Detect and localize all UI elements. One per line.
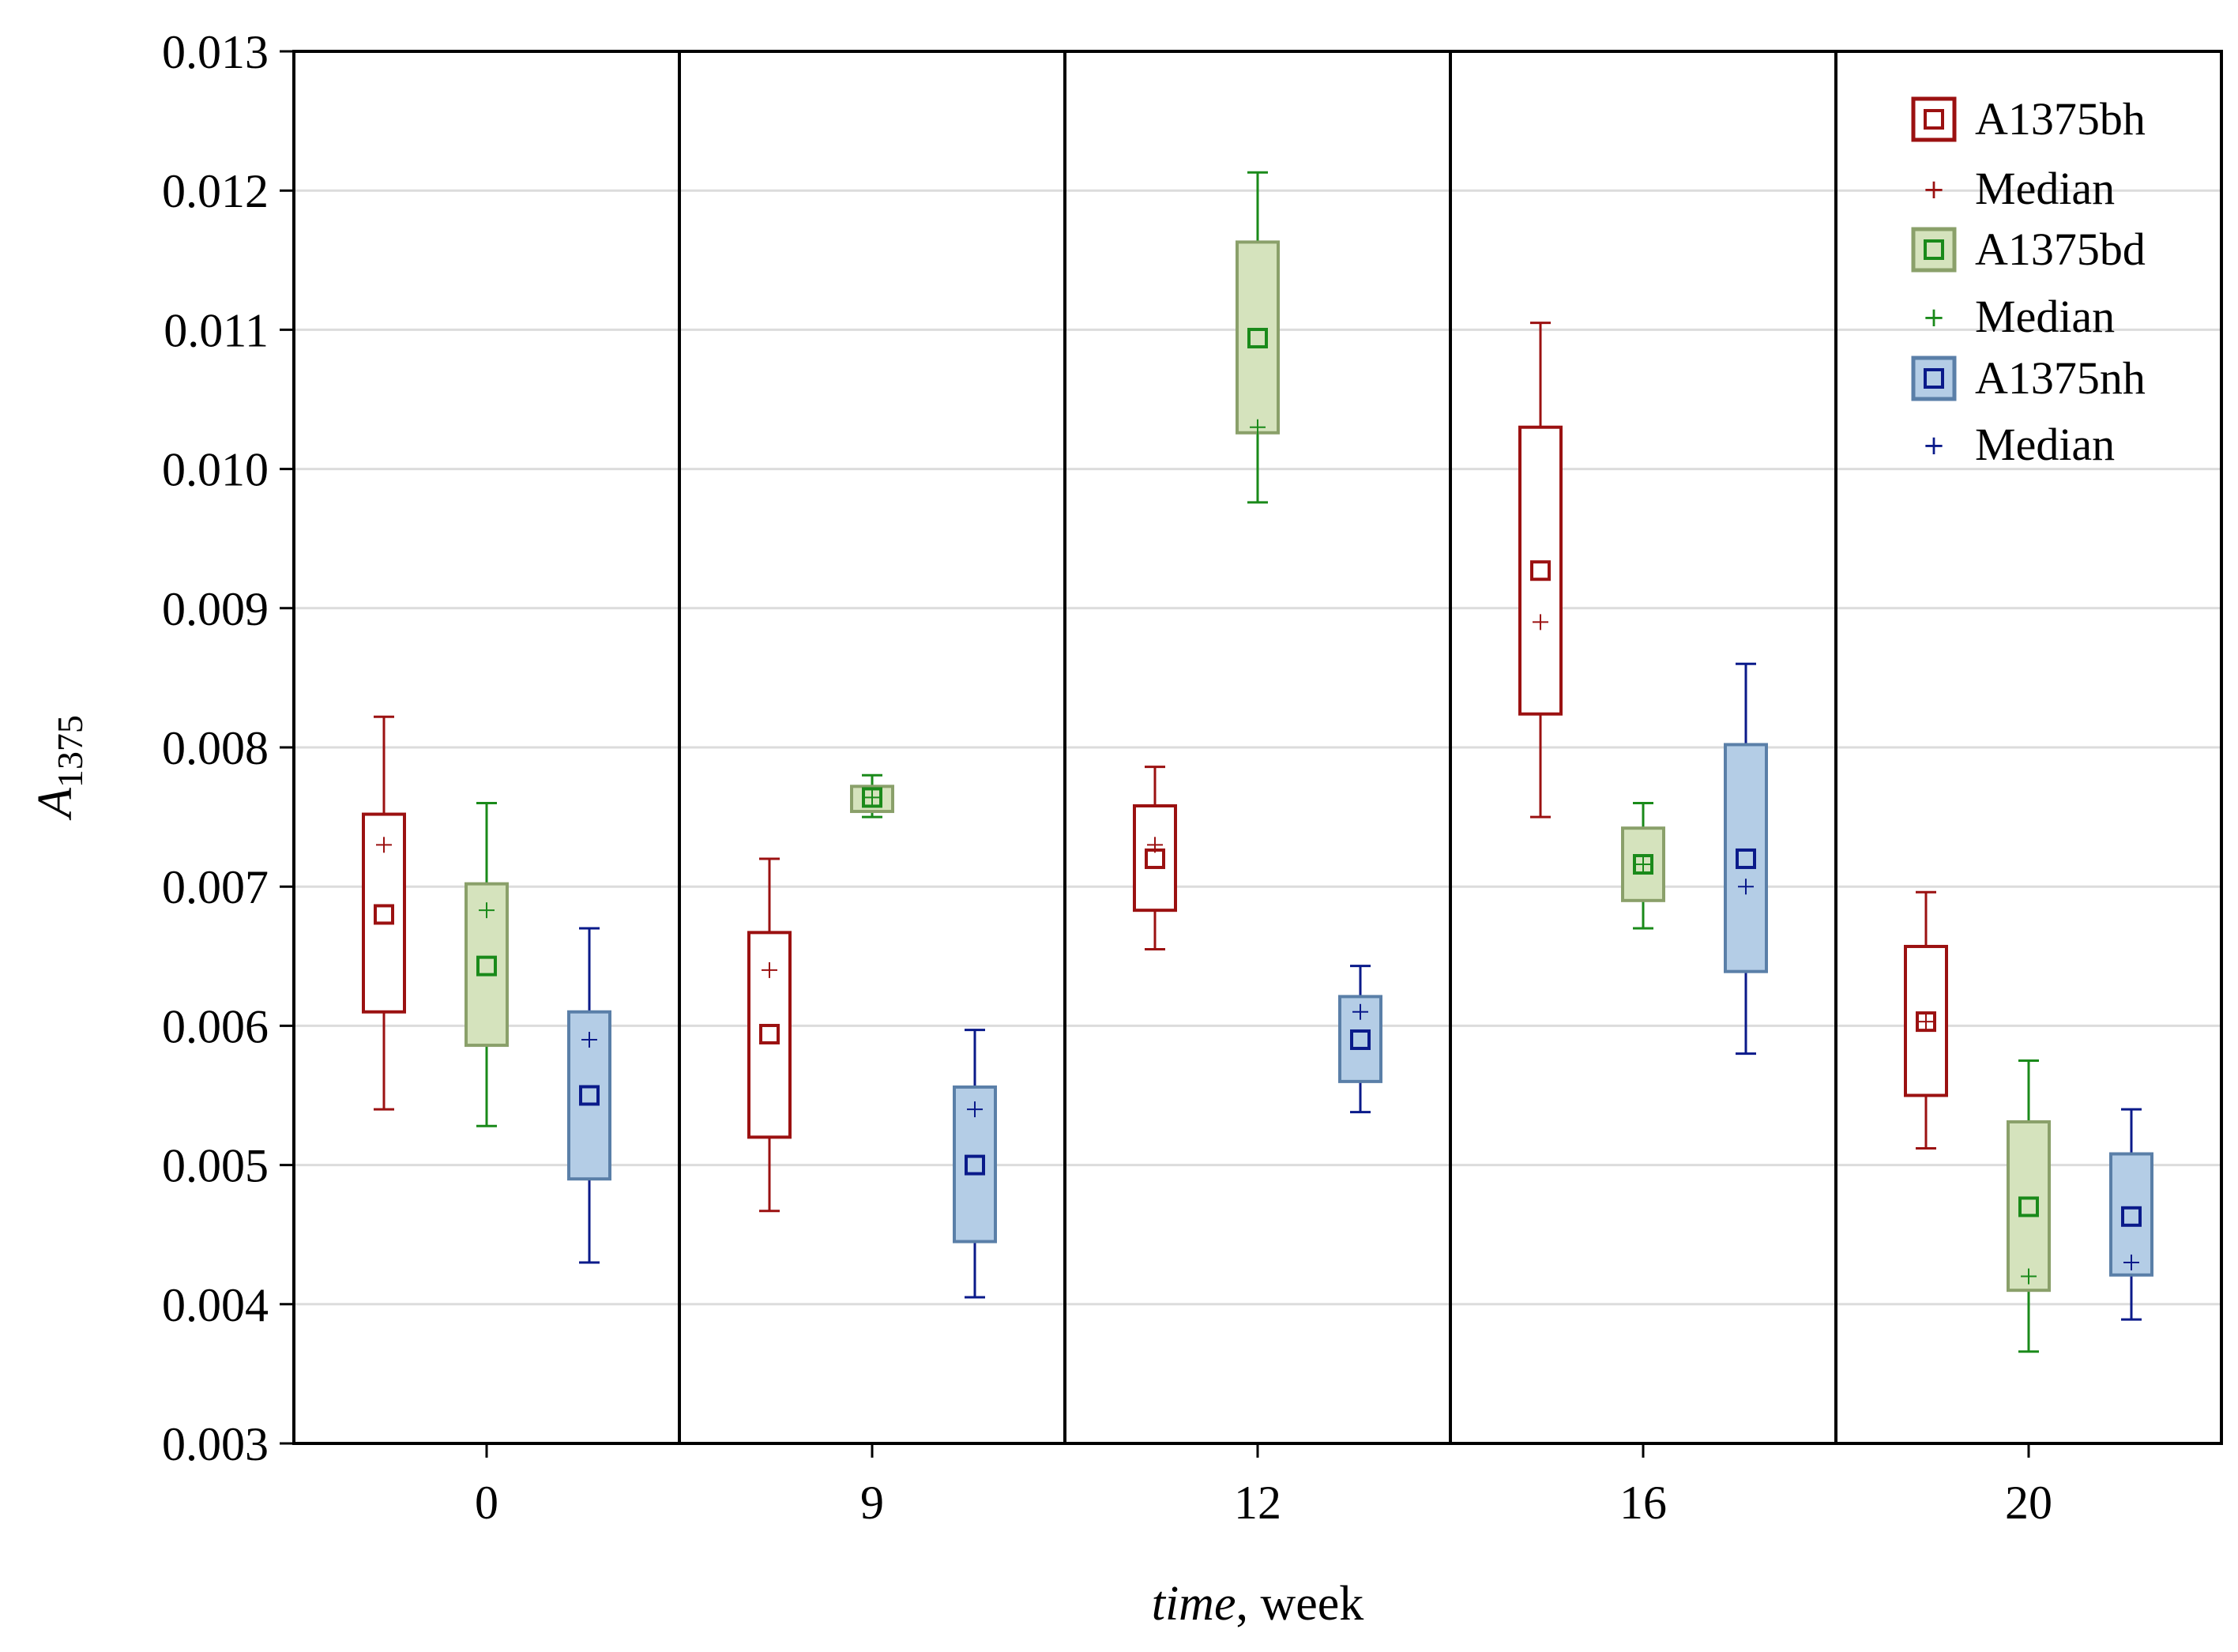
mean-marker	[1247, 327, 1268, 348]
y-axis-title-sub: 1375	[50, 715, 90, 788]
legend-marker-a1375bh	[1924, 109, 1944, 130]
x-axis-title-rest: , week	[1236, 1577, 1363, 1631]
legend-median-label-a1375bd: Median	[1975, 291, 2115, 342]
box-body	[1724, 743, 1768, 973]
legend: A1375bh + Median A1375bd + Median A1375n…	[1911, 93, 2146, 470]
group-separators	[678, 51, 1837, 1443]
box-body	[1236, 240, 1280, 435]
box-a1375nh-16	[1724, 662, 1768, 1056]
legend-median-marker-a1375bd: +	[1923, 302, 1946, 333]
x-ticks: 0 9 12 16 20	[475, 1443, 2052, 1529]
legend-median-label-a1375nh: Median	[1975, 419, 2115, 470]
mean-marker	[2121, 1206, 2142, 1227]
x-axis-title: time, week	[1152, 1577, 1364, 1631]
y-tick-label: 0.013	[162, 26, 269, 78]
x-tick-label-0: 0	[475, 1477, 498, 1529]
y-tick-label: 0.007	[162, 861, 269, 913]
svg-text:A1375: A1375	[28, 715, 90, 821]
box-a1375bh-16	[1518, 322, 1563, 818]
legend-marker-a1375bd	[1924, 239, 1944, 260]
mean-marker	[965, 1154, 985, 1176]
boxes	[362, 171, 2153, 1353]
box-a1375nh-20	[2109, 1108, 2153, 1321]
box-a1375bd-12	[1236, 171, 1280, 504]
legend-median-marker-a1375bh: +	[1923, 174, 1946, 205]
box-body	[465, 882, 509, 1048]
box-a1375bd-0	[465, 801, 509, 1127]
y-axis-title: A1375	[28, 715, 90, 821]
box-a1375bh-20	[1904, 890, 1948, 1150]
mean-marker	[476, 955, 497, 977]
mean-marker	[759, 1023, 780, 1044]
legend-label-a1375bd: A1375bd	[1975, 224, 2146, 275]
y-tick-label: 0.009	[162, 583, 269, 635]
box-a1375bd-20	[2007, 1059, 2051, 1353]
box-a1375bd-9	[850, 773, 894, 818]
box-body	[362, 812, 406, 1014]
x-tick-label-20: 20	[2005, 1477, 2052, 1529]
y-tick-label: 0.012	[162, 165, 269, 217]
legend-swatch-a1375bh	[1911, 96, 1957, 142]
mean-marker	[1633, 854, 1653, 875]
legend-median-label-a1375bh: Median	[1975, 163, 2115, 214]
box-a1375bh-9	[747, 857, 792, 1213]
legend-median-marker-a1375nh: +	[1923, 430, 1946, 461]
box-body	[1133, 804, 1177, 913]
box-a1375bd-16	[1621, 801, 1665, 930]
y-tick-label: 0.003	[162, 1418, 269, 1470]
mean-marker	[579, 1085, 600, 1106]
x-axis-title-italic: time	[1152, 1577, 1236, 1631]
mean-marker	[1736, 848, 1756, 869]
box-a1375nh-12	[1338, 965, 1382, 1114]
y-tick-label: 0.006	[162, 1000, 269, 1052]
y-ticks: 0.003 0.004 0.005 0.006 0.007 0.008 0.009 0.010…	[162, 26, 294, 1470]
y-tick-label: 0.011	[164, 304, 269, 356]
mean-marker	[1530, 560, 1551, 581]
legend-swatch-a1375nh	[1911, 356, 1957, 401]
mean-marker	[374, 904, 394, 925]
y-tick-label: 0.005	[162, 1140, 269, 1192]
mean-marker	[862, 787, 882, 808]
y-tick-label: 0.008	[162, 722, 269, 774]
x-tick-label-9: 9	[860, 1477, 884, 1529]
legend-label-a1375nh: A1375nh	[1975, 352, 2146, 404]
box-a1375nh-0	[567, 927, 611, 1264]
y-tick-label: 0.004	[162, 1279, 269, 1331]
mean-marker	[1145, 848, 1165, 869]
box-a1375bh-12	[1133, 766, 1177, 950]
mean-marker	[2018, 1196, 2039, 1217]
box-a1375nh-9	[953, 1029, 997, 1299]
mean-marker	[1350, 1029, 1371, 1051]
legend-marker-a1375nh	[1924, 368, 1944, 389]
y-axis-title-main: A	[28, 787, 82, 821]
box-body	[747, 931, 792, 1139]
x-tick-label-16: 16	[1619, 1477, 1667, 1529]
y-tick-label: 0.010	[162, 444, 269, 496]
x-tick-label-12: 12	[1234, 1477, 1281, 1529]
legend-label-a1375bh: A1375bh	[1975, 93, 2146, 145]
box-body	[2007, 1120, 2051, 1293]
mean-marker	[1916, 1011, 1936, 1033]
legend-swatch-a1375bd	[1911, 227, 1957, 273]
box-a1375bh-0	[362, 715, 406, 1111]
box-body	[1518, 425, 1563, 716]
